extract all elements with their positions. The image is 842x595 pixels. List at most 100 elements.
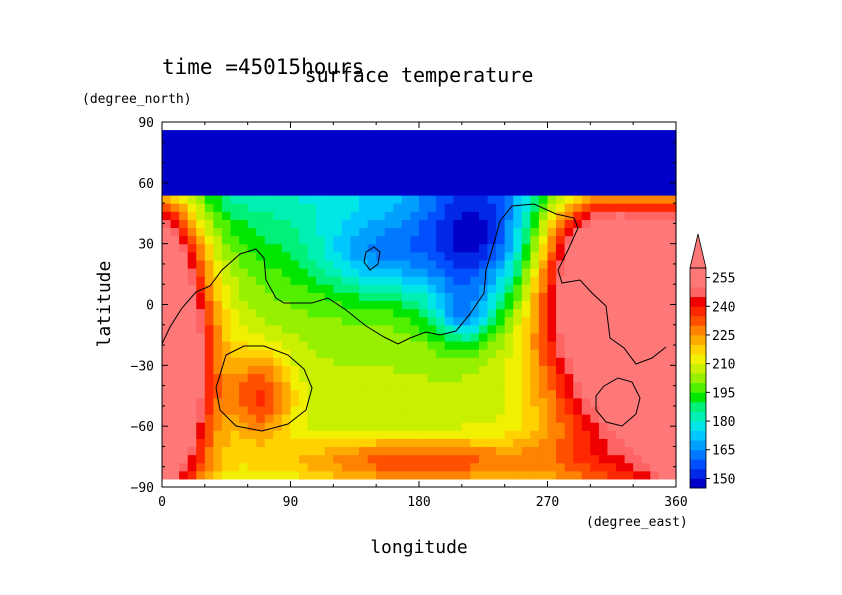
field-cell (641, 341, 651, 350)
field-cell (667, 170, 677, 180)
field-cell (496, 405, 506, 415)
field-cell (384, 251, 394, 261)
field-cell (264, 349, 274, 358)
field-cell (453, 349, 463, 358)
field-cell (281, 276, 292, 285)
field-cell (213, 130, 223, 139)
field-cell (187, 300, 197, 310)
field-cell (530, 462, 540, 472)
field-cell (281, 389, 292, 399)
field-cell (196, 154, 206, 164)
field-cell (581, 365, 591, 375)
field-cell (393, 227, 403, 237)
field-cell (239, 324, 249, 334)
field-cell (264, 332, 274, 342)
field-cell (299, 292, 309, 302)
field-cell (633, 446, 643, 456)
field-cell (196, 243, 206, 253)
colorbar-segment (690, 268, 706, 278)
field-cell (496, 349, 506, 358)
field-cell (264, 341, 274, 350)
field-cell (427, 446, 437, 456)
field-cell (401, 300, 412, 310)
field-cell (162, 227, 172, 237)
field-cell (547, 389, 557, 399)
field-cell (290, 292, 300, 302)
field-cell (247, 300, 257, 310)
field-cell (316, 389, 326, 399)
field-cell (478, 146, 489, 156)
field-cell (556, 300, 566, 310)
field-cell (221, 284, 232, 293)
field-cell (624, 251, 634, 261)
field-cell (247, 430, 257, 439)
field-cell (350, 154, 360, 164)
field-cell (521, 162, 531, 172)
field-cell (256, 324, 266, 334)
field-cell (179, 130, 189, 139)
field-cell (410, 235, 420, 245)
field-cell (299, 446, 309, 456)
field-cell (427, 203, 437, 212)
field-cell (196, 130, 206, 139)
field-cell (470, 308, 480, 318)
field-cell (410, 259, 420, 269)
field-cell (316, 259, 326, 269)
field-cell (273, 130, 283, 139)
field-cell (333, 276, 343, 285)
field-cell (401, 276, 412, 285)
field-cell (196, 292, 206, 302)
field-cell (376, 146, 386, 156)
field-cell (221, 308, 232, 318)
field-cell (538, 324, 549, 334)
field-cell (616, 178, 626, 188)
field-cell (256, 251, 266, 261)
field-cell (341, 186, 352, 196)
field-cell (461, 170, 471, 180)
field-cell (341, 462, 352, 472)
field-cell (419, 146, 429, 156)
field-cell (350, 381, 360, 391)
field-cell (376, 430, 386, 439)
field-cell (556, 397, 566, 407)
field-cell (384, 373, 394, 383)
field-cell (581, 186, 591, 196)
field-cell (513, 300, 523, 310)
field-cell (273, 438, 283, 448)
field-cell (624, 154, 634, 164)
field-cell (264, 243, 274, 253)
field-cell (264, 130, 274, 139)
field-cell (213, 422, 223, 431)
field-cell (170, 438, 180, 448)
field-cell (598, 365, 609, 375)
field-cell (213, 414, 223, 423)
field-cell (410, 308, 420, 318)
field-cell (316, 130, 326, 139)
field-cell (436, 373, 446, 383)
field-cell (470, 454, 480, 464)
field-cell (367, 430, 377, 439)
field-cell (281, 414, 292, 423)
field-cell (530, 430, 540, 439)
field-cell (384, 438, 394, 448)
field-cell (401, 462, 412, 472)
field-cell (427, 430, 437, 439)
field-cell (487, 365, 497, 375)
field-cell (324, 454, 334, 464)
field-cell (299, 308, 309, 318)
field-cell (273, 454, 283, 464)
field-cell (513, 349, 523, 358)
field-cell (239, 227, 249, 237)
field-cell (607, 170, 617, 180)
field-cell (573, 235, 583, 245)
field-cell (299, 276, 309, 285)
field-cell (281, 284, 292, 293)
field-cell (607, 195, 617, 204)
field-cell (393, 284, 403, 293)
field-cell (624, 405, 634, 415)
field-cell (281, 219, 292, 229)
field-cell (393, 162, 403, 172)
field-cell (496, 170, 506, 180)
field-cell (230, 357, 240, 366)
field-cell (504, 300, 514, 310)
